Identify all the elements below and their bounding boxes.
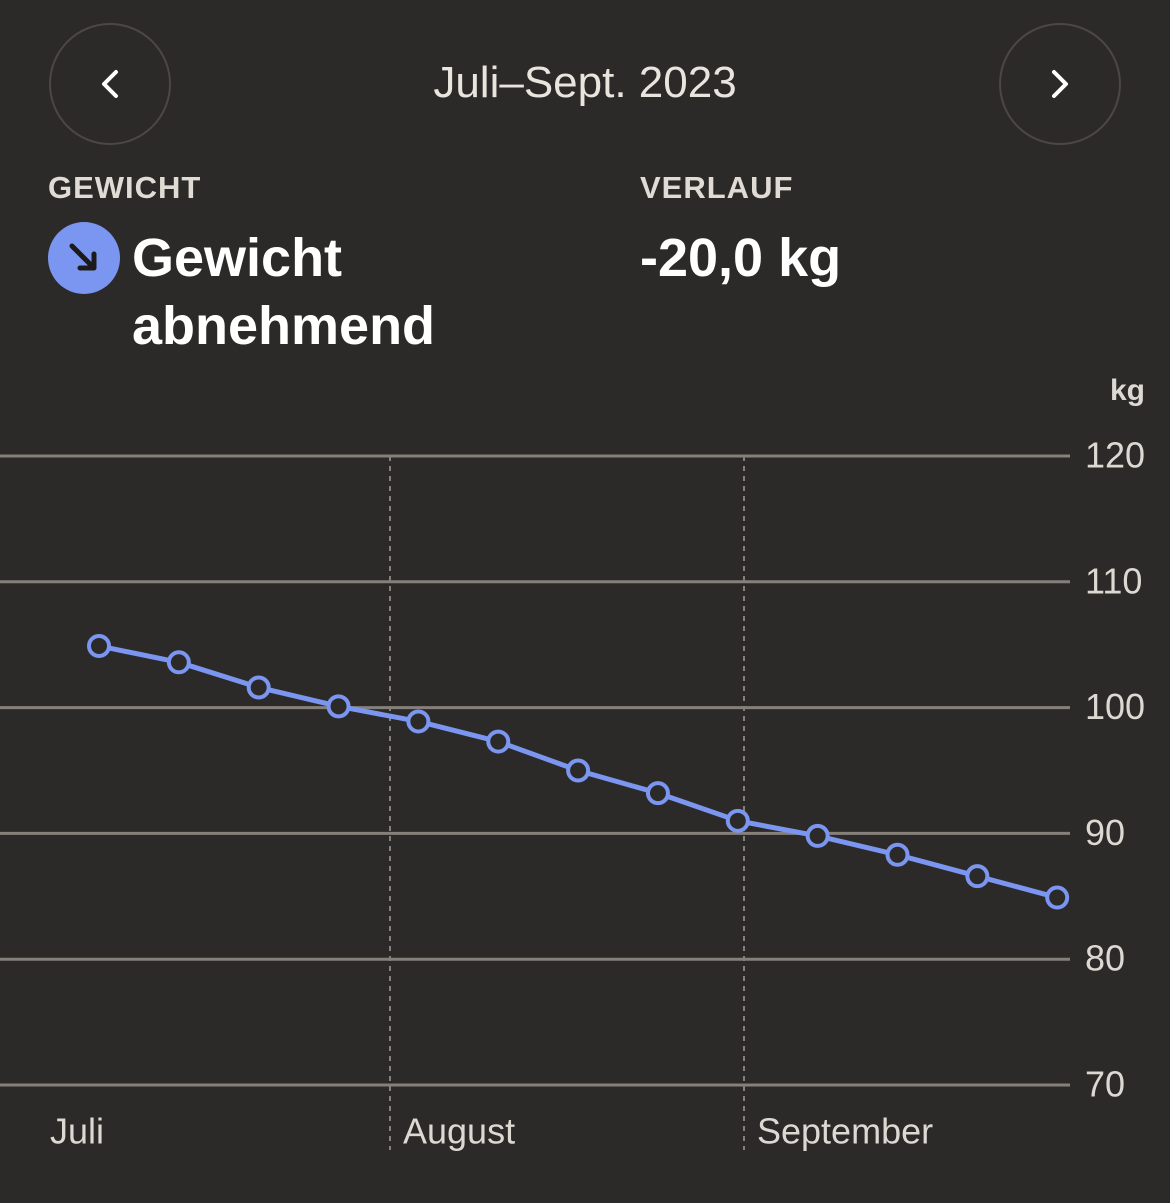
change-label: VERLAUF	[640, 170, 794, 205]
prev-button[interactable]	[49, 23, 171, 145]
data-point	[406, 709, 431, 734]
x-tick-label: August	[403, 1111, 515, 1152]
next-button[interactable]	[999, 23, 1121, 145]
data-point	[166, 650, 191, 675]
y-tick-label: 80	[1085, 938, 1125, 979]
x-tick-label: Juli	[50, 1111, 104, 1152]
y-tick-label: 120	[1085, 435, 1145, 476]
data-point	[87, 633, 111, 658]
change-value: -20,0 kg	[640, 228, 842, 288]
data-point	[486, 729, 511, 754]
data-point	[1045, 885, 1070, 910]
data-point	[885, 842, 910, 867]
data-point	[566, 758, 591, 783]
x-tick-label: September	[757, 1111, 933, 1152]
metric-label: GEWICHT	[48, 170, 202, 205]
data-point	[326, 694, 351, 719]
data-point	[805, 823, 830, 848]
prev-icon	[102, 70, 118, 98]
y-tick-label: 70	[1085, 1064, 1125, 1105]
y-tick-label: 110	[1085, 560, 1142, 601]
y-tick-label: 100	[1085, 686, 1145, 727]
data-point	[725, 808, 750, 833]
trend-text: Gewicht abnehmend	[132, 228, 436, 356]
data-point	[246, 675, 271, 700]
period-title: Juli–Sept. 2023	[433, 58, 737, 107]
data-point	[645, 781, 670, 806]
trend-arrow	[69, 243, 97, 271]
y-tick-label: 90	[1085, 812, 1125, 853]
data-point	[965, 864, 990, 889]
next-icon	[1052, 70, 1068, 98]
y-unit: kg	[1110, 374, 1145, 407]
